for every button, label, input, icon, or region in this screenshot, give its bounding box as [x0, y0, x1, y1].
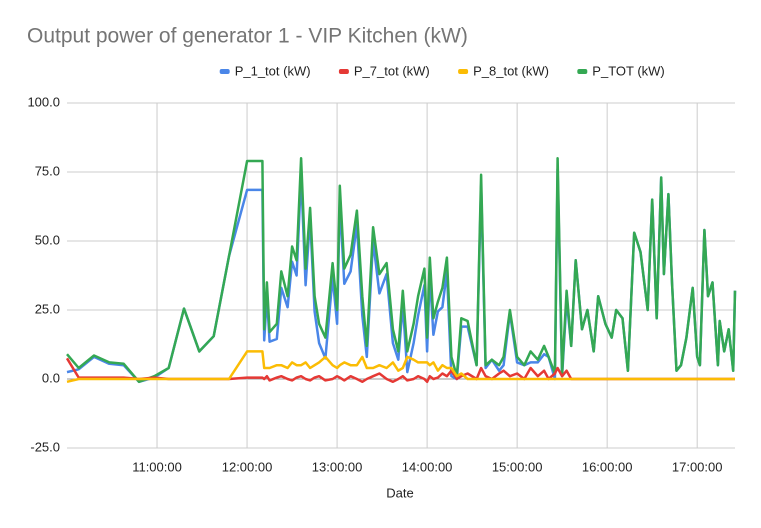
x-tick-label: 13:00:00	[312, 459, 363, 474]
x-tick-label: 16:00:00	[582, 459, 633, 474]
y-tick-label: 0.0	[42, 370, 60, 385]
x-axis-label: Date	[386, 485, 413, 500]
y-tick-label: 75.0	[35, 163, 60, 178]
y-tick-label: 50.0	[35, 232, 60, 247]
x-tick-label: 12:00:00	[222, 459, 273, 474]
legend-swatch	[338, 69, 349, 74]
y-tick-label: 25.0	[35, 301, 60, 316]
chart-title: Output power of generator 1 - VIP Kitche…	[27, 25, 468, 48]
x-tick-label: 15:00:00	[492, 459, 543, 474]
legend-swatch	[577, 69, 588, 74]
series-line	[66, 156, 737, 384]
x-tick-label: 14:00:00	[402, 459, 453, 474]
legend-label: P_7_tot (kW)	[354, 63, 430, 78]
legend-swatch	[458, 69, 469, 74]
legend-swatch	[219, 69, 230, 74]
legend-label: P_TOT (kW)	[592, 63, 664, 78]
y-tick-label: -25.0	[30, 439, 60, 454]
y-tick-label: 100.0	[27, 94, 60, 109]
x-tick-label: 17:00:00	[672, 459, 723, 474]
x-tick-label: 11:00:00	[132, 459, 182, 474]
legend-label: P_1_tot (kW)	[235, 63, 311, 78]
series-line	[66, 350, 735, 384]
legend-label: P_8_tot (kW)	[473, 63, 549, 78]
